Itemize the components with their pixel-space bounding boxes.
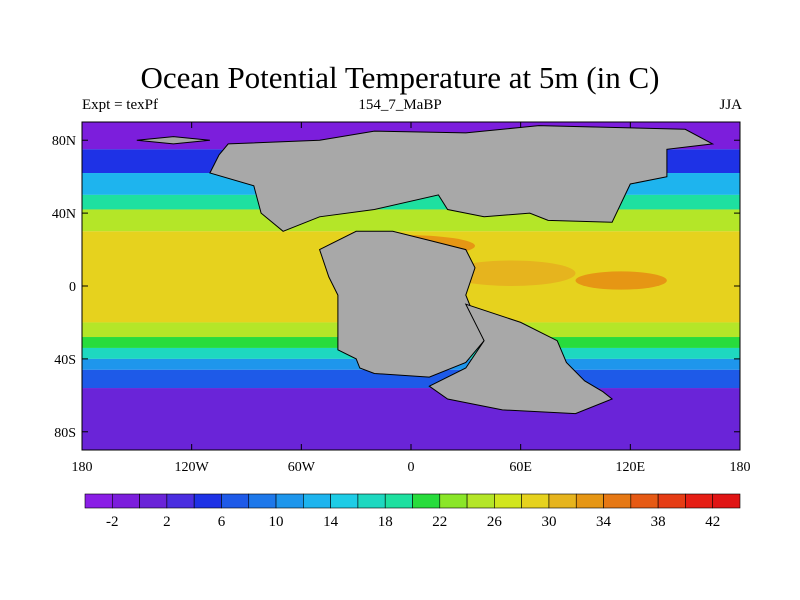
colorbar-label: 22	[432, 514, 447, 530]
colorbar-swatch	[248, 493, 277, 509]
land-laurasia	[209, 125, 715, 232]
colorbar-label: 26	[487, 514, 503, 530]
colorbar: -2 2 6 10 14 18 22 26 30 34 38 42	[84, 493, 741, 530]
land-gondwana-east	[428, 303, 614, 415]
colorbar-label: 6	[218, 514, 226, 530]
colorbar-swatch	[111, 493, 140, 509]
colorbar-swatch	[275, 493, 304, 509]
colorbar-swatch	[357, 493, 386, 509]
temperature-band	[82, 388, 740, 450]
colorbar-swatch	[193, 493, 222, 509]
x-tick-label: 120E	[616, 460, 646, 475]
y-tick-label: 40S	[54, 353, 76, 368]
experiment-label: Expt = texPf	[82, 97, 158, 113]
colorbar-swatch	[712, 493, 741, 509]
colorbar-swatch	[548, 493, 577, 509]
colorbar-swatch	[521, 493, 550, 509]
season-label: JJA	[719, 97, 742, 113]
colorbar-swatch	[494, 493, 522, 509]
colorbar-swatch	[439, 493, 468, 509]
y-tick-label: 0	[69, 280, 76, 295]
x-tick-label: 60W	[288, 460, 316, 475]
x-tick-label: 120W	[175, 460, 210, 475]
temperature-band	[82, 209, 740, 232]
map-axes: 180 120W 60W 0 60E 120E 180 80N 40N 0 40S 80S	[52, 122, 751, 475]
y-tick-label: 40N	[52, 207, 76, 222]
colorbar-label: 14	[323, 514, 339, 530]
time-period-label: 154_7_MaBP	[358, 97, 442, 113]
colorbar-swatch	[84, 493, 113, 509]
colorbar-label: 30	[541, 514, 556, 530]
colorbar-swatch	[630, 493, 659, 509]
colorbar-swatch	[575, 493, 604, 509]
colorbar-swatch	[303, 493, 331, 509]
colorbar-swatch	[139, 493, 168, 509]
land-greenland-island	[136, 136, 210, 145]
land-gondwana-west	[318, 230, 485, 378]
colorbar-swatch	[412, 493, 441, 509]
colorbar-swatch	[603, 493, 632, 509]
x-tick-label: 180	[730, 460, 751, 475]
colorbar-label: 10	[269, 514, 284, 530]
colorbar-swatch	[685, 493, 714, 509]
y-tick-label: 80N	[52, 134, 76, 149]
x-tick-label: 0	[408, 460, 415, 475]
y-tick-label: 80S	[54, 426, 76, 441]
colorbar-swatch	[466, 493, 495, 509]
panthalassa-warm-pool	[575, 271, 667, 290]
colorbar-swatch	[330, 493, 359, 509]
colorbar-swatch	[657, 493, 686, 509]
colorbar-label: 38	[651, 514, 666, 530]
colorbar-swatch	[221, 493, 250, 509]
colorbar-label: 2	[163, 514, 171, 530]
x-tick-label: 180	[72, 460, 93, 475]
land-mask	[136, 125, 715, 415]
colorbar-swatch	[384, 493, 413, 509]
east-tethys-warm-pool	[447, 260, 576, 286]
map-title: Ocean Potential Temperature at 5m (in C)	[140, 60, 660, 95]
colorbar-label: 42	[705, 514, 720, 530]
colorbar-label: 34	[596, 514, 612, 530]
colorbar-label: -2	[106, 514, 119, 530]
colorbar-label: 18	[378, 514, 393, 530]
colorbar-swatch	[166, 493, 195, 509]
x-tick-label: 60E	[509, 460, 532, 475]
